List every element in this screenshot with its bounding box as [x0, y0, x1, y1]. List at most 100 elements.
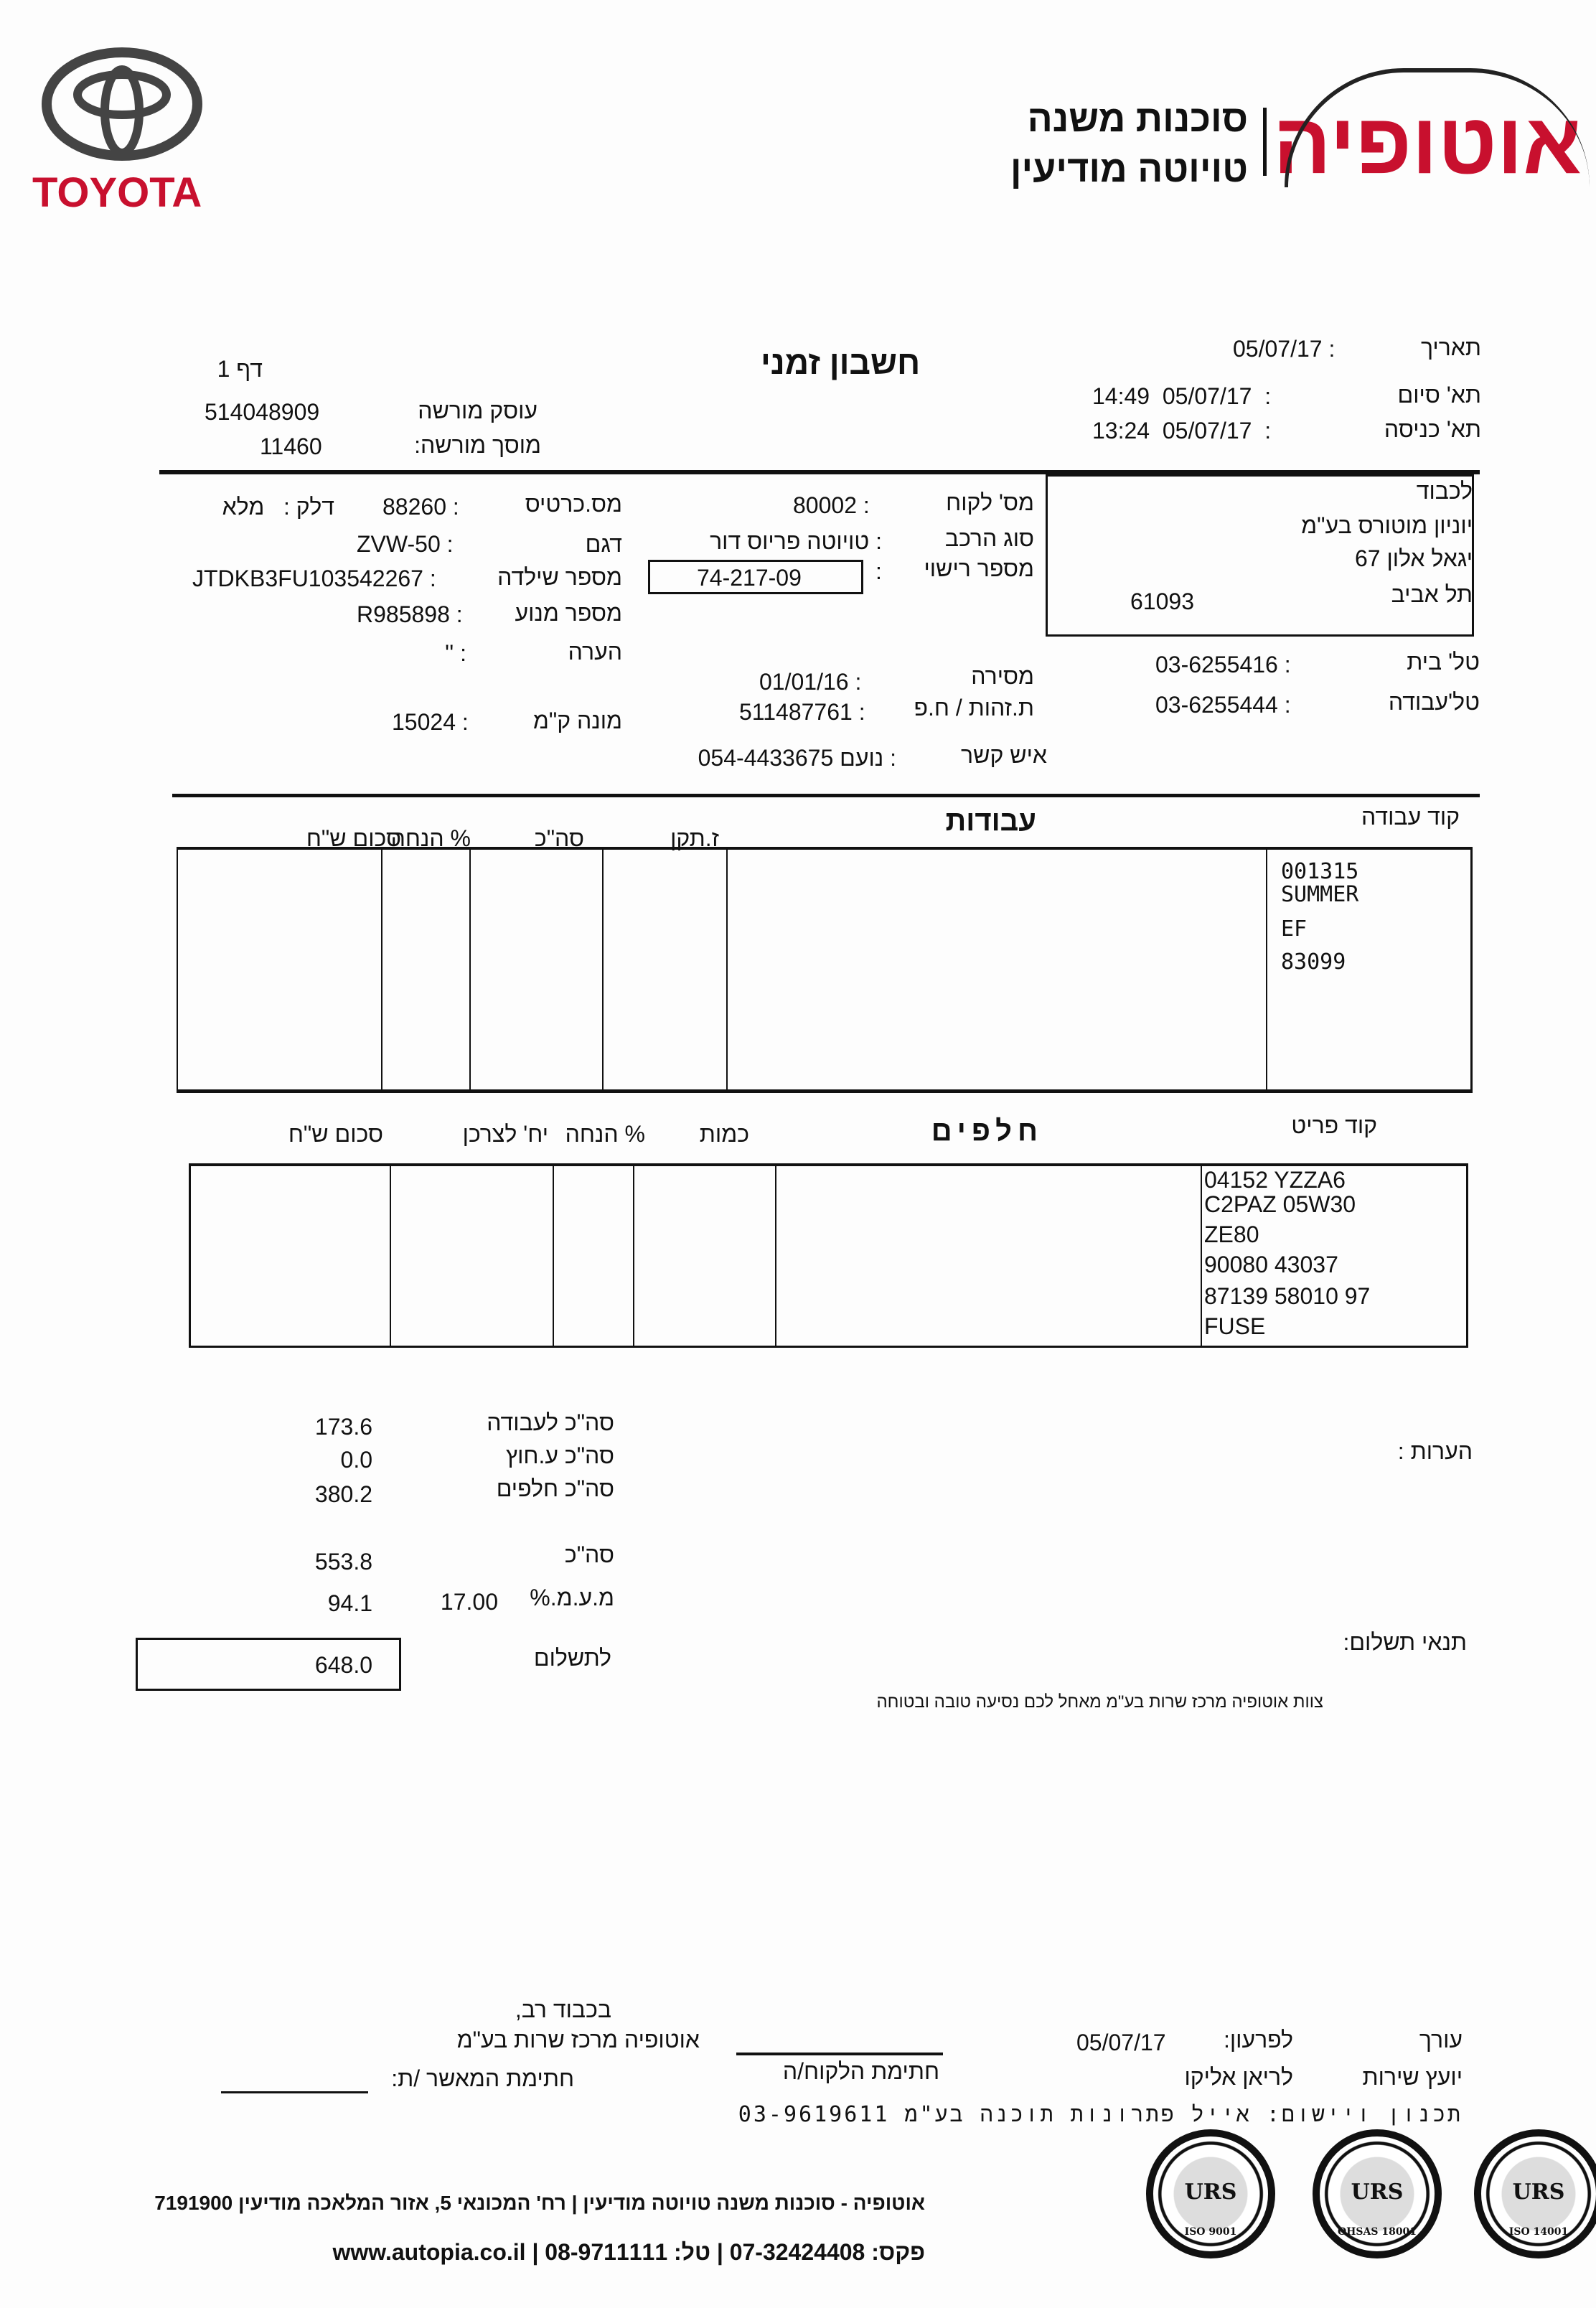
vin: JTDKB3FU103542267 :	[192, 566, 436, 591]
id-label: ת.זהות / ח.פ	[914, 695, 1034, 721]
vin-value: JTDKB3FU103542267	[192, 566, 423, 591]
total-labor-label: סה"כ לעבודה	[487, 1409, 614, 1435]
editor-label: עורך	[1419, 2027, 1463, 2053]
date-value: 05/07/17 :	[1233, 336, 1336, 362]
home-phone-label: טל' בית	[1407, 649, 1480, 675]
vat: 94.1	[327, 1590, 372, 1616]
page-number: דף 1	[217, 356, 263, 382]
engine-label: מספר מנוע	[515, 600, 622, 626]
regards: בכבוד רב,	[515, 1997, 611, 2022]
software-credit: תכנון ויישום: אייל פתרונות תוכנה בע"מ 03…	[738, 2102, 1463, 2127]
license-label: מספר רישוי	[924, 555, 1034, 581]
delivery-label: מסירה	[971, 663, 1034, 689]
fuel-label: דלק	[296, 494, 334, 520]
contact-value: נועם 054-4433675	[698, 745, 884, 771]
toyota-emblem-icon	[42, 47, 202, 161]
approver-signature-label: חתימת המאשר /ת:	[391, 2065, 574, 2091]
col-divider	[390, 1166, 391, 1346]
end-datetime: 14:49 05/07/17 :	[1092, 383, 1272, 409]
car-type: : טויוטה פריוס דור	[710, 528, 882, 554]
col-divider	[726, 850, 728, 1089]
model-label: דגם	[585, 531, 622, 557]
end-date: 05/07/17	[1162, 383, 1252, 409]
work-phone: 03-6255444 :	[1155, 692, 1291, 718]
customer-no: 80002 :	[793, 492, 870, 518]
subtotal: 553.8	[314, 1549, 372, 1575]
company-signoff: אוטופיה מרכז שרות בע"מ	[456, 2027, 700, 2053]
delivery-value: 01/01/16	[759, 669, 849, 695]
garage-id: 11460	[260, 433, 322, 459]
entry-datetime: 13:24 05/07/17 :	[1092, 418, 1272, 444]
toyota-wordmark: TOYOTA	[32, 169, 202, 216]
footer-address: אוטופיה - סוכנות משנה טויוטה מודיעין | ר…	[154, 2192, 925, 2214]
total-labor: 173.6	[314, 1414, 372, 1440]
pay-box	[136, 1638, 401, 1691]
dealer-id-label: עוסק מורשה	[418, 398, 538, 423]
terms-label: תנאי תשלום:	[1343, 1629, 1467, 1655]
pay-label: לתשלום	[533, 1645, 611, 1671]
labor-header-amount: סכום ש"ח	[306, 825, 401, 851]
labor-header-code: קוד עבודה	[1361, 804, 1460, 830]
parts-table	[189, 1163, 1468, 1348]
entry-date: 05/07/17	[1162, 418, 1252, 444]
labor-table	[177, 847, 1473, 1093]
odometer-label: מונה ק"מ	[532, 708, 622, 733]
col-divider	[775, 1166, 776, 1346]
part-code: 04152 YZZA6	[1204, 1167, 1346, 1193]
labor-code: 83099	[1281, 949, 1346, 975]
home-phone-value: 03-6255416	[1155, 652, 1278, 677]
vat-label: מ.ע.מ.%	[530, 1585, 614, 1610]
part-code: ZE80	[1204, 1221, 1259, 1247]
seal-standard: ISO 14001	[1508, 2226, 1569, 2238]
seal-standard: OHSAS 18001	[1337, 2226, 1417, 2238]
parts-header-amount: סכום ש"ח	[288, 1121, 383, 1147]
customer-no-label: מס' לקוח	[946, 489, 1034, 515]
odometer-value: 15024	[392, 709, 456, 735]
labor-code: SUMMER	[1281, 882, 1359, 907]
customer-city: תל אביב	[1391, 581, 1473, 607]
toyota-logo	[39, 43, 205, 172]
engine: R985898 :	[357, 601, 463, 627]
approver-signature-line[interactable]	[221, 2091, 368, 2093]
customer-signature-line[interactable]	[736, 2053, 943, 2055]
customer-name: יוניון מוטורס בע"מ	[1301, 512, 1473, 538]
model-value: ZVW-50	[357, 531, 441, 557]
due-date: 05/07/17	[1076, 2030, 1166, 2055]
part-code: FUSE	[1204, 1313, 1266, 1339]
note-value: ''	[445, 640, 454, 666]
license-plate-box: 74-217-09	[648, 560, 863, 594]
parts-header-qty: כמות	[699, 1121, 749, 1147]
notes-label: הערות :	[1397, 1438, 1473, 1464]
labor-header-discount: % הנחה	[390, 825, 471, 851]
end-time: 14:49	[1092, 383, 1150, 409]
parts-header-code: קוד פריט	[1291, 1112, 1377, 1138]
seal-text: URS	[1512, 2180, 1565, 2205]
contact: : נועם 054-4433675	[698, 745, 896, 771]
col-divider	[1201, 1166, 1202, 1346]
labor-code: 001315	[1281, 859, 1359, 884]
col-divider	[633, 1166, 634, 1346]
car-type-value: טויוטה פריוס דור	[710, 528, 870, 554]
parts-title: חלפים	[931, 1115, 1043, 1147]
fuel: דלק : מלא	[222, 494, 334, 520]
col-divider	[553, 1166, 554, 1346]
odometer: 15024 :	[392, 709, 469, 735]
labor-divider	[172, 794, 1480, 797]
total-external: 0.0	[340, 1447, 372, 1473]
urs-seal-icon: URS ISO 9001	[1146, 2129, 1275, 2258]
urs-seal-icon: URS ISO 14001	[1474, 2129, 1596, 2258]
part-code: 87139 58010 97	[1204, 1283, 1371, 1309]
labor-title: עבודות	[945, 805, 1036, 837]
dealer-line1: סוכנות משנה	[1027, 98, 1248, 140]
advisor-label: יועץ שירות	[1362, 2064, 1463, 2090]
delivery: 01/01/16 :	[759, 669, 862, 695]
part-code: C2PAZ 05W30	[1204, 1191, 1356, 1217]
due-label: לפרעון:	[1223, 2027, 1293, 2053]
note-label: הערה	[568, 639, 622, 665]
id-number: 511487761	[739, 699, 853, 725]
work-phone-label: טל'עבודה	[1388, 689, 1480, 715]
vin-label: מספר שילדה	[497, 564, 622, 590]
seal-text: URS	[1184, 2180, 1237, 2205]
labor-code: EF	[1281, 916, 1308, 942]
